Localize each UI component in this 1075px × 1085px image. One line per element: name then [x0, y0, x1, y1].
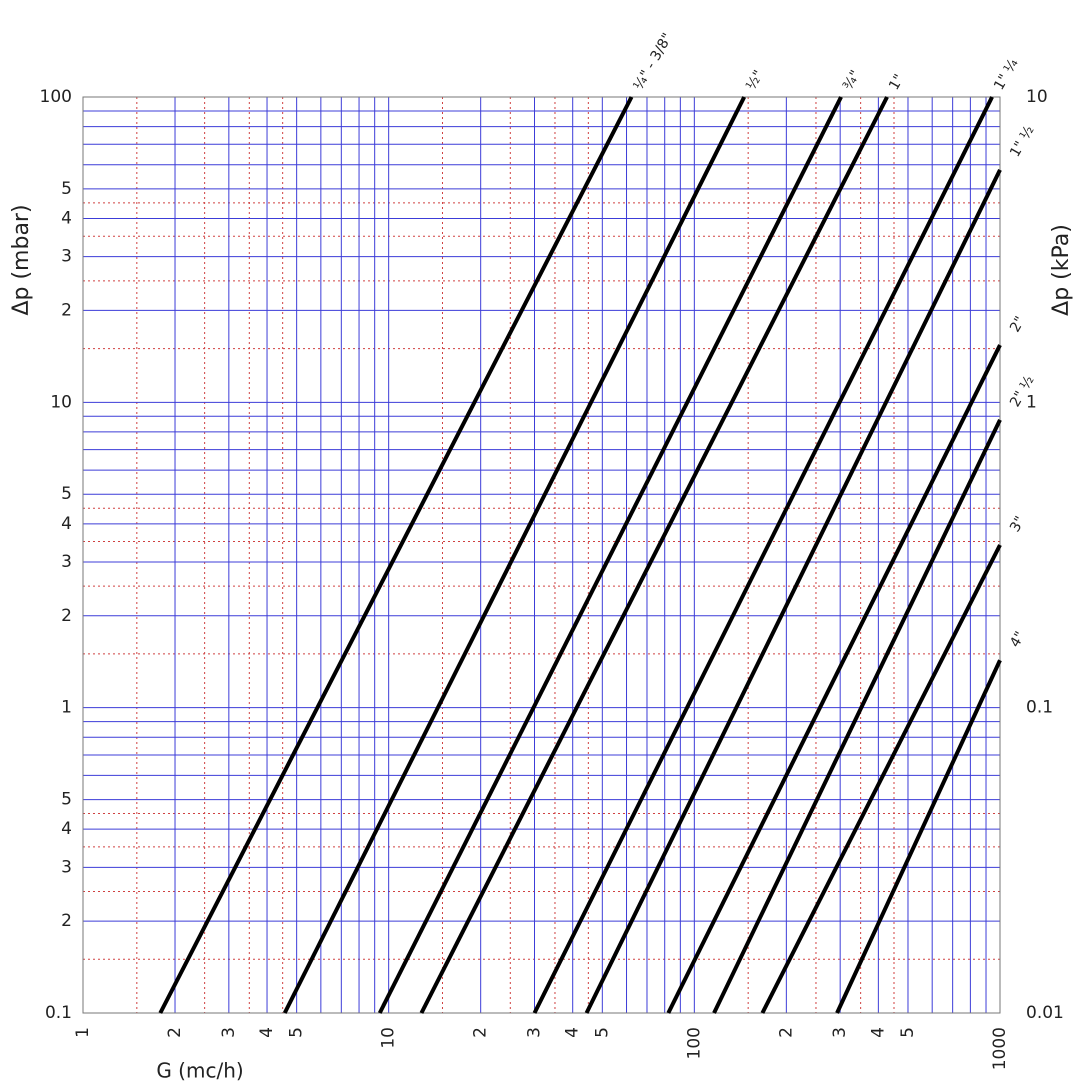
y2-tick-label: 10	[1026, 87, 1048, 107]
y-tick-label: 5	[61, 179, 72, 199]
x-tick-label: 3	[525, 1027, 545, 1038]
curve	[835, 659, 1002, 1014]
x-tick-label: 2	[165, 1027, 185, 1038]
y-tick-label: 1	[61, 698, 72, 718]
y-tick-label: 2	[61, 300, 72, 320]
y2-tick-label: 0.1	[1026, 698, 1053, 718]
curve	[666, 344, 1002, 1014]
x-tick-label: 4	[257, 1027, 277, 1038]
x-axis-label: G (mc/h)	[156, 1059, 243, 1083]
y-tick-label: 100	[40, 87, 72, 107]
x-tick-label: 3	[219, 1027, 239, 1038]
curve	[584, 169, 1002, 1014]
series-label: 4"	[1007, 629, 1029, 650]
x-tick-label: 2	[776, 1027, 796, 1038]
y-axis-label: Δp (mbar)	[9, 204, 34, 315]
y2-tick-label: 0.01	[1026, 1003, 1064, 1023]
y-tick-label: 10	[50, 392, 72, 412]
curve	[158, 96, 634, 1014]
y-tick-label: 3	[61, 857, 72, 877]
curve	[712, 419, 1002, 1014]
y-tick-label: 2	[61, 606, 72, 626]
x-tick-label: 4	[563, 1027, 583, 1038]
plot-frame	[82, 96, 1001, 1014]
y-tick-label: 4	[61, 819, 72, 839]
y-tick-label: 5	[61, 484, 72, 504]
y2-axis-label: Δp (kPa)	[1049, 224, 1074, 316]
x-tick-label: 5	[287, 1027, 307, 1038]
curve	[419, 96, 889, 1014]
y-tick-label: 4	[61, 514, 72, 534]
curve	[532, 96, 994, 1014]
curve	[760, 544, 1002, 1014]
series-label: 1"	[886, 72, 908, 93]
y-tick-label: 3	[61, 552, 72, 572]
series-label: 3"	[1007, 514, 1029, 535]
x-tick-label: 5	[898, 1027, 918, 1038]
x-tick-label: 4	[868, 1027, 888, 1038]
x-tick-label: 3	[830, 1027, 850, 1038]
y2-tick-label: 1	[1026, 392, 1037, 412]
series-label: 2"	[1007, 314, 1029, 335]
x-tick-label: 1	[73, 1027, 93, 1038]
y-tick-label: 0.1	[45, 1003, 72, 1023]
y-tick-label: 3	[61, 247, 72, 267]
x-tick-label: 5	[592, 1027, 612, 1038]
curve	[377, 96, 843, 1014]
x-tick-label: 2	[471, 1027, 491, 1038]
curve	[282, 96, 746, 1014]
x-tick-label: 1000	[990, 1027, 1010, 1070]
y-tick-label: 4	[61, 209, 72, 229]
x-tick-label: 10	[379, 1027, 399, 1049]
y-tick-label: 2	[61, 911, 72, 931]
y-tick-label: 5	[61, 790, 72, 810]
x-tick-label: 100	[684, 1027, 704, 1059]
